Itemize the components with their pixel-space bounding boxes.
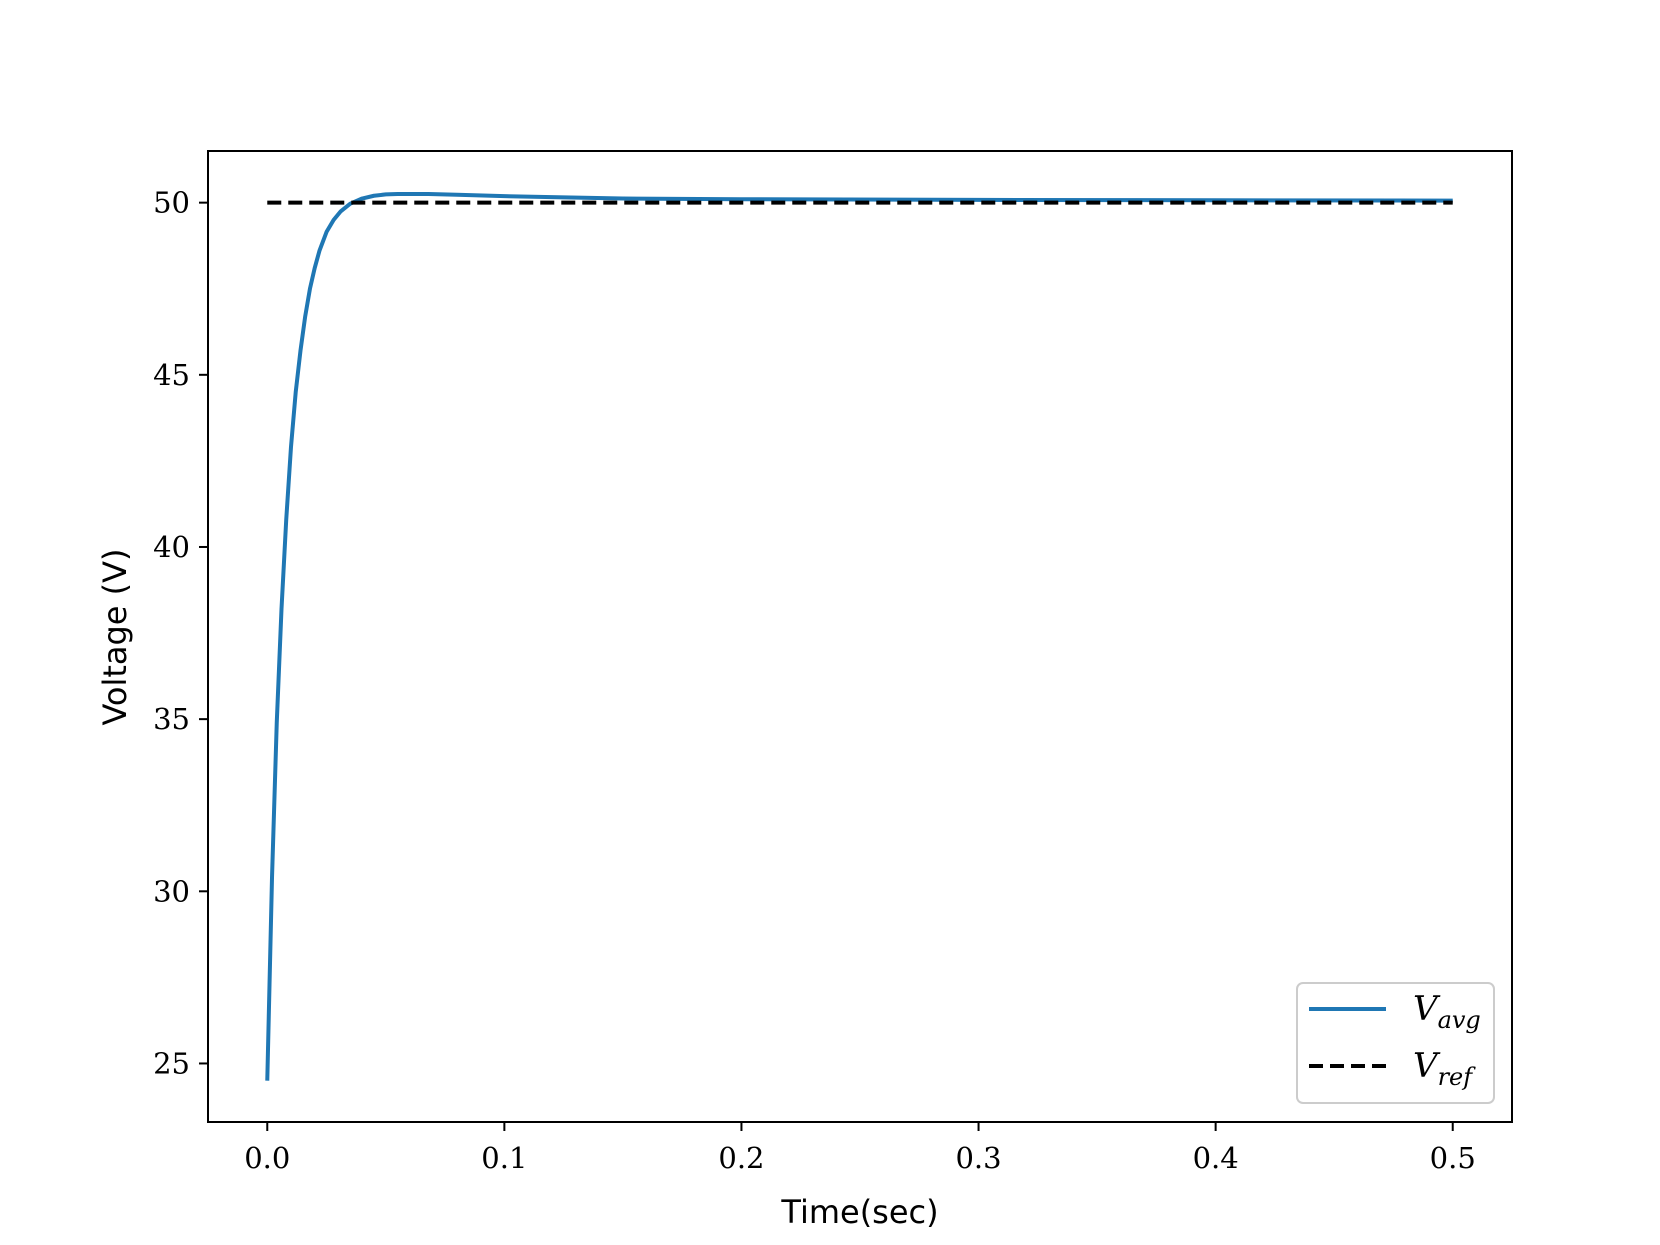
series-line-avg (265, 192, 1453, 1081)
legend: Vavg Vref (1296, 982, 1495, 1104)
x-tick-label: 0.1 (481, 1141, 527, 1175)
y-tick-label: 35 (153, 702, 190, 736)
x-axis-label: Time(sec) (780, 1193, 938, 1231)
legend-label-vavg: Vavg (1413, 989, 1481, 1034)
y-tick-label: 25 (153, 1046, 190, 1080)
y-tick-label: 40 (153, 530, 190, 564)
plot-frame (207, 150, 1513, 1123)
y-axis-ticks: 25 30 35 40 45 50 (153, 186, 208, 1080)
y-tick-label: 50 (153, 186, 190, 220)
legend-box (1296, 982, 1495, 1104)
x-tick-label: 0.3 (955, 1141, 1001, 1175)
plot-lines (265, 192, 1453, 1081)
legend-label-vref-sub: ref (1438, 1063, 1477, 1091)
y-axis-label: Voltage (V) (96, 548, 134, 725)
x-tick-label: 0.0 (244, 1141, 290, 1175)
legend-label-vavg-main: V (1413, 989, 1441, 1029)
x-tick-label: 0.2 (718, 1141, 764, 1175)
x-axis-ticks: 0.0 0.1 0.2 0.3 0.4 0.5 (244, 1122, 1476, 1175)
x-tick-label: 0.5 (1430, 1141, 1476, 1175)
y-tick-label: 30 (153, 874, 190, 908)
legend-label-vavg-sub: avg (1438, 1006, 1481, 1034)
legend-label-vref: Vref (1413, 1046, 1476, 1091)
y-tick-label: 45 (153, 358, 190, 392)
legend-label-vref-main: V (1413, 1046, 1441, 1086)
x-tick-label: 0.4 (1193, 1141, 1239, 1175)
